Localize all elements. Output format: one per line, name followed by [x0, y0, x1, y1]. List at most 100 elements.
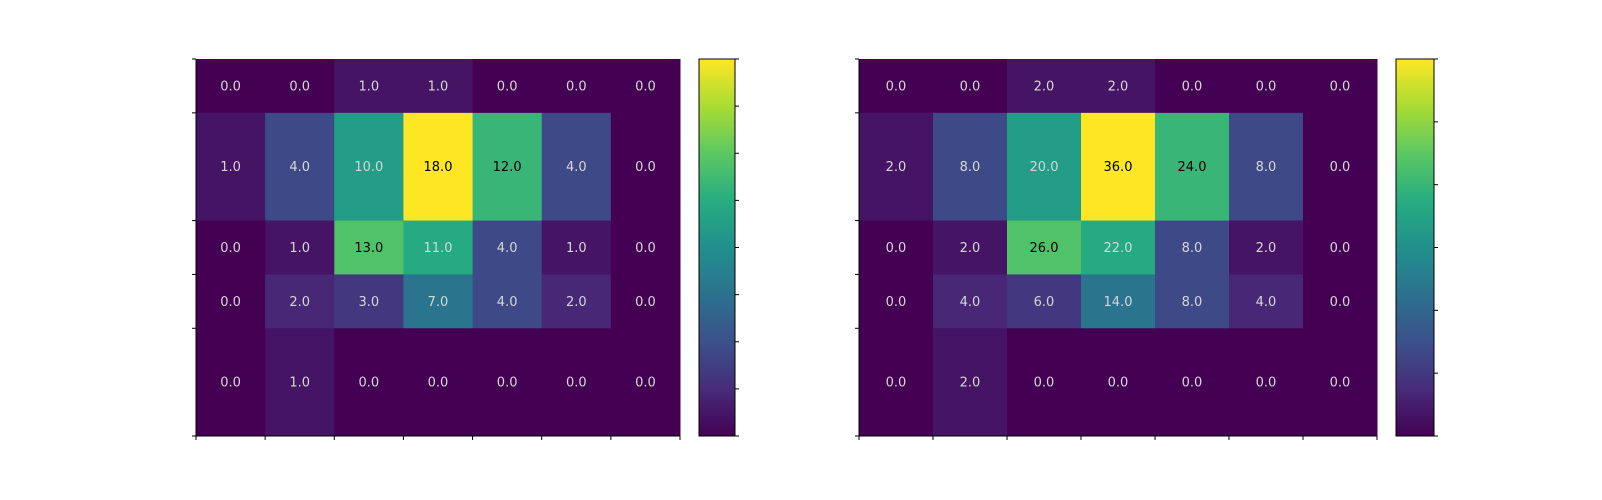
heatmap-cell [403, 220, 474, 275]
heatmap-cell [610, 59, 681, 114]
cell-value-label: 1.0 [220, 160, 241, 175]
cell-value-label: 0.0 [635, 376, 656, 391]
cell-value-label: 18.0 [424, 160, 453, 175]
heatmap-cell [933, 220, 1008, 275]
heatmap-cell [1155, 112, 1230, 222]
heatmap-cell [541, 112, 612, 222]
heatmap-cell [541, 328, 612, 437]
cell-value-label: 13.0 [354, 241, 383, 256]
heatmap-cell [1155, 59, 1230, 114]
cell-value-label: 2.0 [1256, 241, 1277, 256]
colorbar-gradient [1395, 58, 1435, 437]
heatmap-cell [859, 112, 934, 222]
cell-value-label: 6.0 [1034, 295, 1055, 310]
cell-value-label: 0.0 [886, 295, 907, 310]
cell-value-label: 2.0 [1034, 79, 1055, 94]
cell-value-label: 1.0 [428, 79, 449, 94]
heatmap-cell [933, 274, 1008, 329]
cell-value-label: 8.0 [1182, 295, 1203, 310]
heatmap-cell [610, 112, 681, 222]
cell-value-label: 24.0 [1178, 160, 1207, 175]
cell-value-label: 4.0 [960, 295, 981, 310]
cell-value-label: 2.0 [289, 295, 310, 310]
heatmap-cell [472, 220, 543, 275]
cell-value-label: 20.0 [1030, 160, 1059, 175]
cell-value-label: 4.0 [1256, 295, 1277, 310]
cell-value-label: 12.0 [493, 160, 522, 175]
heatmap-cell [1007, 220, 1082, 275]
cell-value-label: 2.0 [1108, 79, 1129, 94]
heatmap-cell [403, 112, 474, 222]
cell-value-label: 14.0 [1104, 295, 1133, 310]
cell-value-label: 0.0 [1330, 79, 1351, 94]
heatmap-cell [334, 274, 404, 329]
cell-value-label: 0.0 [1182, 376, 1203, 391]
heatmap-cell [1081, 220, 1156, 275]
cell-value-label: 0.0 [1034, 376, 1055, 391]
cell-value-label: 0.0 [220, 241, 241, 256]
cell-value-label: 0.0 [886, 376, 907, 391]
heatmap-cell [265, 112, 335, 222]
heatmap-cell [1229, 112, 1304, 222]
cell-value-label: 0.0 [1182, 79, 1203, 94]
heatmap-cell [196, 112, 266, 222]
heatmap-cell [1229, 220, 1304, 275]
cell-value-label: 8.0 [1182, 241, 1203, 256]
heatmap-cell [1303, 274, 1378, 329]
heatmap-cell [610, 220, 681, 275]
cell-value-label: 0.0 [1330, 160, 1351, 175]
heatmap-cell [610, 328, 681, 437]
heatmap-cell [472, 274, 543, 329]
heatmap-cell [265, 59, 335, 114]
cell-value-label: 36.0 [1104, 160, 1133, 175]
cell-value-label: 0.0 [220, 376, 241, 391]
heatmap-cell [334, 328, 404, 437]
heatmap-cell [541, 59, 612, 114]
colorbar [1395, 58, 1438, 437]
cell-value-label: 10.0 [354, 160, 383, 175]
cell-value-label: 8.0 [1256, 160, 1277, 175]
heatmap-cell [933, 328, 1008, 437]
heatmap-cell [1081, 59, 1156, 114]
heatmap-panels: 0.0 0.0 1.0 1.0 0.0 0.0 0.0 1.0 4.0 10.0 18.0 12.0 4… [192, 58, 1438, 440]
heatmap-panel-1: 0.0 0.0 1.0 1.0 0.0 0.0 0.0 1.0 4.0 10.0 18.0 12.0 4… [192, 58, 739, 440]
cell-value-label: 4.0 [289, 160, 310, 175]
cell-value-label: 7.0 [428, 295, 449, 310]
cell-value-label: 2.0 [886, 160, 907, 175]
cell-value-label: 0.0 [1330, 376, 1351, 391]
heatmap-cell [265, 220, 335, 275]
cell-value-label: 26.0 [1030, 241, 1059, 256]
cell-value-label: 0.0 [1330, 295, 1351, 310]
heatmap-cell [403, 328, 474, 437]
heatmap-cell [1229, 328, 1304, 437]
heatmap-cell [1155, 220, 1230, 275]
heatmap-cell [334, 59, 404, 114]
cell-value-label: 0.0 [1108, 376, 1129, 391]
cell-value-label: 0.0 [289, 79, 310, 94]
heatmap-cell [541, 274, 612, 329]
colorbar-gradient [698, 58, 736, 437]
cell-value-label: 0.0 [566, 79, 587, 94]
cell-value-label: 0.0 [635, 79, 656, 94]
heatmap-cell [403, 59, 474, 114]
heatmap-cell [1081, 274, 1156, 329]
heatmap-cell [472, 112, 543, 222]
heatmap-panel-2: 0.0 0.0 2.0 2.0 0.0 0.0 0.0 2.0 8.0 20.0 36.0 24.0 8… [855, 58, 1438, 440]
heatmap-cell [1229, 59, 1304, 114]
cell-value-label: 0.0 [428, 376, 449, 391]
heatmap-cell [859, 274, 934, 329]
cell-value-label: 0.0 [1330, 241, 1351, 256]
heatmap-cell [1007, 274, 1082, 329]
cell-value-label: 2.0 [960, 241, 981, 256]
cell-value-label: 0.0 [1256, 376, 1277, 391]
heatmap-cell [859, 328, 934, 437]
cell-value-label: 4.0 [566, 160, 587, 175]
cell-value-label: 4.0 [497, 241, 518, 256]
heatmap-cell [610, 274, 681, 329]
heatmap-cell [1007, 59, 1082, 114]
heatmap-cell [1303, 328, 1378, 437]
cell-value-label: 0.0 [635, 241, 656, 256]
heatmap-cell [1303, 112, 1378, 222]
heatmap-cell [859, 59, 934, 114]
cell-value-label: 0.0 [497, 376, 518, 391]
